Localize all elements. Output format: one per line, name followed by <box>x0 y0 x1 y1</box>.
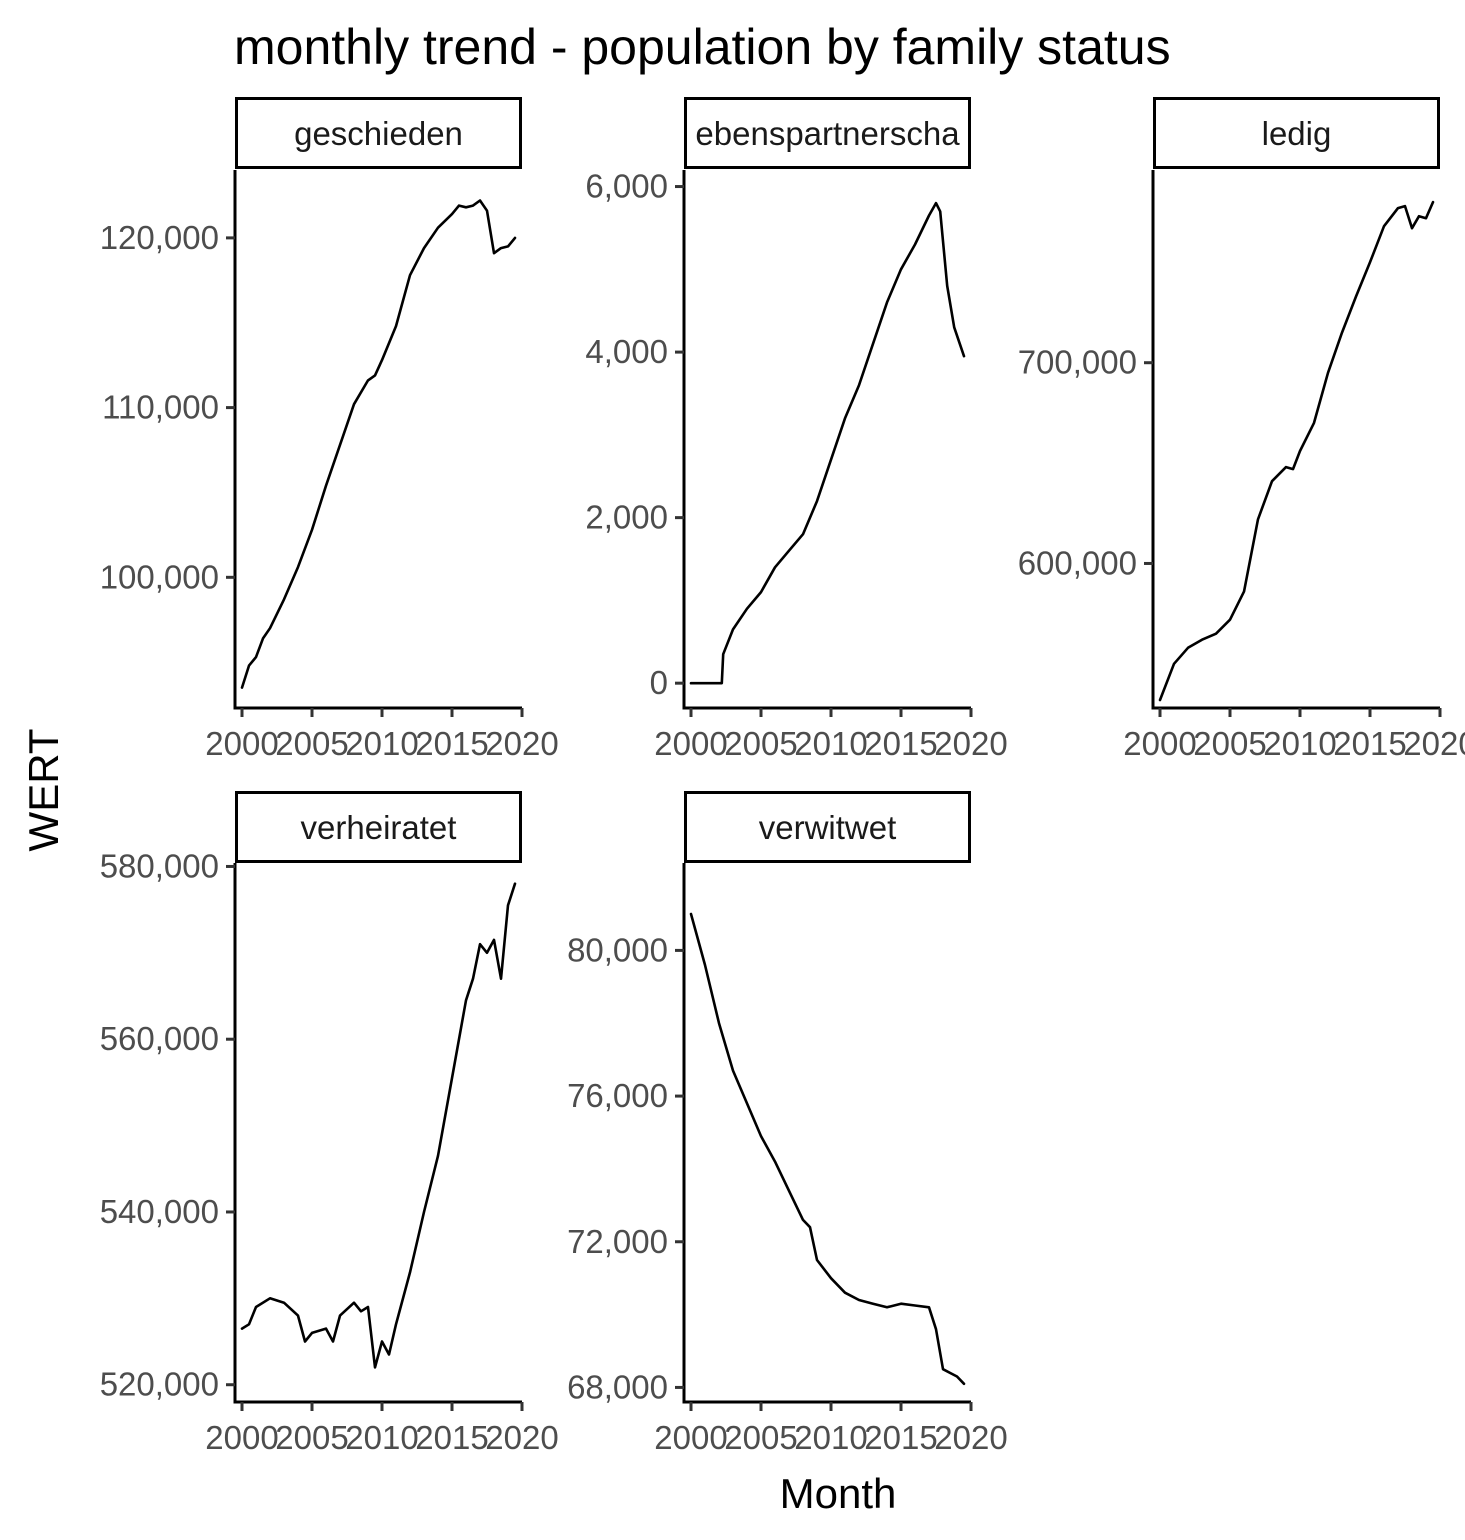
x-tick-label: 2015 <box>415 725 488 762</box>
x-tick-label: 2015 <box>864 725 937 762</box>
y-tick-label: 700,000 <box>1018 344 1137 381</box>
y-tick-label: 120,000 <box>100 219 219 256</box>
x-tick-label: 2020 <box>934 1419 1007 1456</box>
y-axis-title: WERT <box>20 729 67 852</box>
facet-strip <box>235 97 522 169</box>
panel-verheiratet: verheiratet 520,000 540,000 560,000 580,000 2… <box>100 791 559 1456</box>
y-tick-label: 520,000 <box>100 1366 219 1403</box>
x-tick-label: 2020 <box>1403 725 1465 762</box>
x-axis-title: Month <box>780 1470 897 1517</box>
facet-strip <box>1153 97 1440 169</box>
facet-strip-label: ledig <box>1262 115 1332 152</box>
facet-panels: geschieden100,000110,000120,000200020052… <box>100 97 1465 1456</box>
x-tick-label: 2005 <box>724 725 797 762</box>
chart-title: monthly trend - population by family sta… <box>234 19 1171 75</box>
x-tick-label: 2010 <box>1263 725 1336 762</box>
x-tick-label: 2000 <box>654 725 727 762</box>
x-tick-label: 2000 <box>205 725 278 762</box>
facet-strip <box>235 791 522 863</box>
panel-geschieden: geschieden100,000110,000120,000200020052… <box>100 97 559 762</box>
x-tick-label: 2000 <box>205 1419 278 1456</box>
x-tick-label: 2010 <box>794 725 867 762</box>
facet-strip-label: ebenspartnerscha <box>695 115 960 152</box>
series-line-ledig <box>1158 200 1435 702</box>
facet-strip-label: verheiratet <box>301 809 457 846</box>
y-tick-label: 110,000 <box>102 389 219 426</box>
x-tick-label: 2000 <box>654 1419 727 1456</box>
x-tick-label: 2020 <box>934 725 1007 762</box>
facet-strip-label: verwitwet <box>759 809 897 846</box>
y-tick-label: 0 <box>650 664 668 701</box>
facet-strip-label: geschieden <box>294 115 463 152</box>
facet-strip <box>684 97 971 169</box>
x-tick-label: 2015 <box>864 1419 937 1456</box>
series-line-verheiratet <box>240 882 517 1369</box>
x-tick-label: 2010 <box>345 1419 418 1456</box>
x-tick-label: 2010 <box>345 725 418 762</box>
x-tick-label: 2000 <box>1123 725 1196 762</box>
y-tick-label: 580,000 <box>100 847 219 884</box>
x-tick-label: 2020 <box>485 1419 558 1456</box>
y-tick-label: 4,000 <box>585 333 668 370</box>
series-line-lebenspartnerschaft <box>689 201 966 685</box>
x-tick-label: 2005 <box>275 725 348 762</box>
x-tick-label: 2010 <box>794 1419 867 1456</box>
series-line-geschieden <box>240 199 517 689</box>
y-tick-label: 80,000 <box>567 931 668 968</box>
x-tick-label: 2005 <box>724 1419 797 1456</box>
x-tick-label: 2005 <box>1193 725 1266 762</box>
y-tick-label: 72,000 <box>567 1223 668 1260</box>
y-tick-label: 6,000 <box>585 168 668 205</box>
x-tick-label: 2015 <box>1333 725 1406 762</box>
y-tick-label: 100,000 <box>100 558 219 595</box>
y-tick-label: 76,000 <box>567 1077 668 1114</box>
x-tick-label: 2005 <box>275 1419 348 1456</box>
y-tick-label: 540,000 <box>100 1193 219 1230</box>
x-tick-label: 2015 <box>415 1419 488 1456</box>
panel-lebenspartnerschaft: ebenspartnerscha 0 2,000 4,000 6,000 20002005… <box>585 97 1008 762</box>
facet-strip <box>684 791 971 863</box>
y-tick-label: 2,000 <box>585 499 668 536</box>
y-tick-label: 560,000 <box>100 1020 219 1057</box>
y-tick-label: 68,000 <box>567 1368 668 1405</box>
series-line-verwitwet <box>689 912 966 1386</box>
x-tick-label: 2020 <box>485 725 558 762</box>
y-tick-label: 600,000 <box>1018 544 1137 581</box>
panel-verwitwet: verwitwet 68,000 72,000 76,000 80,000 2000200… <box>567 791 1008 1456</box>
